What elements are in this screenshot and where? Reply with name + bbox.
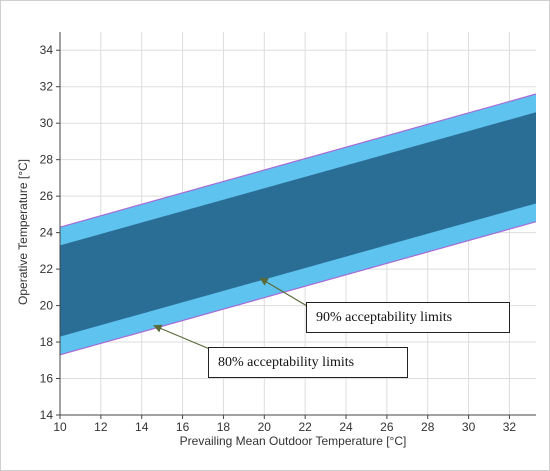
y-tick-label: 32: [40, 80, 54, 94]
arrow-90-acceptability: [259, 277, 308, 307]
x-tick-label: 10: [53, 420, 67, 434]
callout-80-acceptability: 80% acceptability limits: [208, 347, 408, 378]
y-tick-label: 28: [40, 153, 54, 167]
x-tick-label: 26: [380, 420, 394, 434]
x-tick-label: 20: [258, 420, 272, 434]
y-tick-label: 24: [40, 226, 54, 240]
x-tick-label: 22: [298, 420, 312, 434]
x-tick-label: 24: [339, 420, 353, 434]
callout-80-label: 80% acceptability limits: [218, 354, 355, 370]
annotation-arrows: [153, 277, 308, 351]
y-tick-label: 20: [40, 299, 54, 313]
callout-90-label: 90% acceptability limits: [316, 309, 453, 325]
y-tick-label: 14: [40, 408, 54, 422]
x-tick-label: 30: [462, 420, 476, 434]
x-tick-label: 18: [217, 420, 231, 434]
y-tick-label: 34: [40, 43, 54, 57]
x-tick-label: 12: [94, 420, 108, 434]
x-tick-label: 14: [135, 420, 149, 434]
band-90-acceptability: [60, 112, 536, 337]
axes: 10 12 14 16 18 20 22 24 26 28 30 32 14 16 18 20 22 24 26 28…: [40, 32, 536, 434]
band-80-upper-edge: [59, 93, 537, 228]
bands: [59, 93, 537, 356]
callout-90-acceptability: 90% acceptability limits: [306, 302, 510, 333]
x-tick-label: 32: [503, 420, 517, 434]
band-80-lower-edge: [59, 221, 537, 356]
x-tick-label: 16: [176, 420, 190, 434]
y-tick-label: 26: [40, 189, 54, 203]
y-tick-label: 30: [40, 116, 54, 130]
y-tick-label: 16: [40, 372, 54, 386]
y-tick-label: 18: [40, 335, 54, 349]
x-axis-label: Prevailing Mean Outdoor Temperature [°C]: [180, 434, 407, 448]
x-tick-label: 28: [421, 420, 435, 434]
arrow-80-acceptability: [153, 324, 213, 351]
y-tick-label: 22: [40, 262, 54, 276]
y-axis-label: Operative Temperature [°C]: [16, 159, 30, 305]
